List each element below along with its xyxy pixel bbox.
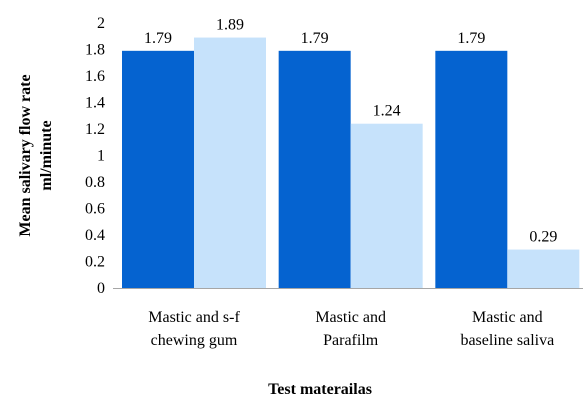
y-tick-label: 2 [97, 15, 105, 32]
x-tick-label: Parafilm [323, 332, 379, 349]
y-tick-label: 1.8 [85, 42, 105, 59]
y-axis-title: Mean salivary flow rate ml/minute [17, 74, 55, 236]
y-tick-label: 0.6 [85, 201, 105, 218]
x-axis-title: Test materailas [268, 381, 372, 398]
y-tick-label: 0.2 [85, 254, 105, 271]
y-axis-title-line: Mean salivary flow rate [17, 74, 34, 236]
bar-series-1 [278, 50, 351, 289]
y-tick-label: 0.4 [85, 227, 105, 244]
x-tick-label: Mastic and [472, 309, 543, 326]
bar-series-2 [350, 123, 423, 288]
y-tick-label: 1.2 [85, 121, 105, 138]
bar-series-1 [122, 50, 194, 289]
data-label: 1.89 [216, 17, 244, 34]
y-tick-label: 1.6 [85, 68, 105, 85]
y-tick-label: 1.4 [85, 95, 105, 112]
bars [122, 37, 580, 289]
x-tick-label: chewing gum [151, 332, 238, 349]
data-label: 0.29 [529, 229, 557, 246]
x-axis-ticks: Mastic and s-f chewing gum Mastic and Paraf… [148, 309, 554, 349]
bar-series-1 [435, 50, 508, 289]
y-axis-ticks: 0 0.2 0.4 0.6 0.8 1 1.2 1.4 1.6 1.8 2 [85, 15, 105, 297]
y-tick-label: 1 [97, 148, 105, 165]
y-tick-label: 0.8 [85, 174, 105, 191]
y-tick-label: 0 [97, 280, 105, 297]
data-label: 1.79 [457, 30, 485, 47]
bar-series-2 [507, 249, 580, 288]
data-label: 1.79 [144, 30, 172, 47]
data-labels: 1.79 1.89 1.79 1.24 1.79 0.29 [144, 17, 557, 246]
x-tick-label: Mastic and s-f [148, 309, 240, 326]
data-label: 1.79 [301, 30, 329, 47]
x-tick-label: Mastic and [315, 309, 386, 326]
data-label: 1.24 [373, 103, 401, 120]
x-tick-label: baseline saliva [460, 332, 554, 349]
bar-series-2 [194, 37, 266, 289]
y-axis-title-line: ml/minute [38, 120, 55, 190]
